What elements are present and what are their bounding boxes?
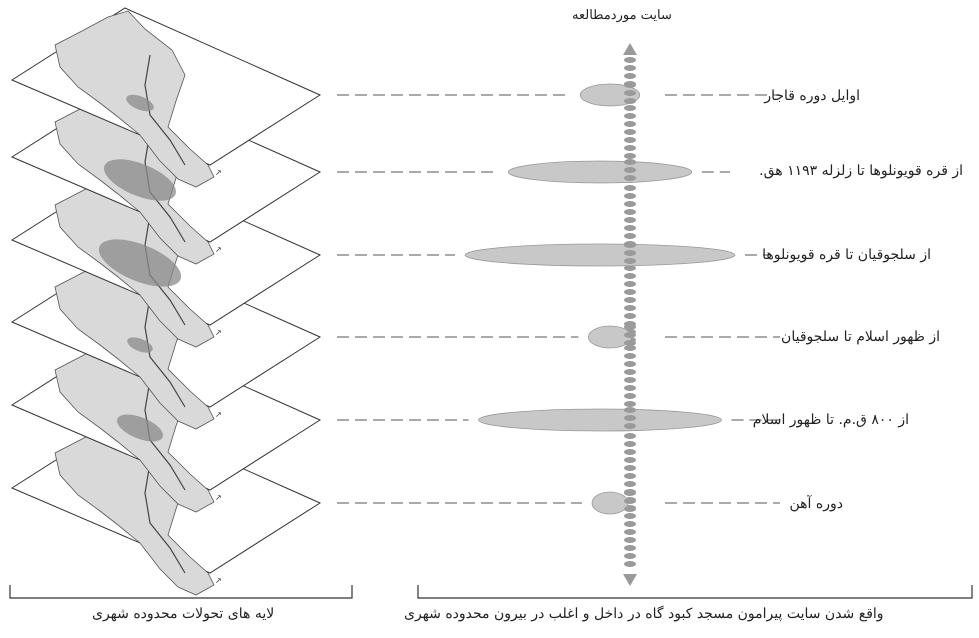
axis-dot bbox=[624, 465, 636, 471]
axis-dot-overlay bbox=[624, 423, 636, 429]
axis-dot-overlay bbox=[624, 324, 636, 330]
period-extent-ellipse-2 bbox=[465, 244, 735, 266]
axis-dot bbox=[624, 65, 636, 71]
period-extent-ellipse-4 bbox=[479, 409, 722, 431]
axis-dot bbox=[624, 457, 636, 463]
axis-dot bbox=[624, 129, 636, 135]
axis-dot bbox=[624, 305, 636, 311]
axis-dot bbox=[624, 537, 636, 543]
axis-dot bbox=[624, 545, 636, 551]
axis-dot bbox=[624, 137, 636, 143]
axis-dot-overlay bbox=[624, 242, 636, 248]
axis-dot-overlay bbox=[624, 258, 636, 264]
right-caption-bracket bbox=[418, 585, 972, 598]
axis-dot bbox=[624, 521, 636, 527]
axis-dot bbox=[624, 113, 636, 119]
axis-dot bbox=[624, 473, 636, 479]
axis-dot-overlay bbox=[624, 332, 636, 338]
axis-dot-overlay bbox=[624, 159, 636, 165]
axis-dot bbox=[624, 377, 636, 383]
axis-dot-overlay bbox=[624, 167, 636, 173]
axis-dot bbox=[624, 401, 636, 407]
axis-dot bbox=[624, 185, 636, 191]
period-label-4: از ۸۰۰ ق.م. تا ظهور اسلام bbox=[753, 412, 909, 428]
axis-arrow-down-icon bbox=[623, 574, 637, 586]
axis-dot-overlay bbox=[624, 490, 636, 496]
period-extent-ellipse-5 bbox=[592, 492, 628, 514]
axis-dot-overlay bbox=[624, 175, 636, 181]
axis-dot bbox=[624, 385, 636, 391]
period-label-1: از قره قویونلوها تا زلزله ۱۱۹۳ ه‍ق. bbox=[759, 163, 963, 179]
axis-dot bbox=[624, 73, 636, 79]
axis-dot bbox=[624, 513, 636, 519]
axis-dot bbox=[624, 57, 636, 63]
period-extent-ellipse-1 bbox=[508, 161, 692, 183]
axis-dot bbox=[624, 297, 636, 303]
north-arrow-icon-3: ↗ bbox=[215, 410, 222, 419]
axis-dot bbox=[624, 225, 636, 231]
axis-dot bbox=[624, 369, 636, 375]
axis-dot bbox=[624, 449, 636, 455]
axis-dot bbox=[624, 529, 636, 535]
axis-dot bbox=[624, 289, 636, 295]
north-arrow-icon-5: ↗ bbox=[215, 576, 222, 585]
axis-dot bbox=[624, 145, 636, 151]
north-arrow-icon-2: ↗ bbox=[215, 328, 222, 337]
north-arrow-icon-1: ↗ bbox=[215, 245, 222, 254]
left-caption: لایه های تحولات محدوده شهری bbox=[92, 606, 274, 622]
axis-dot bbox=[624, 193, 636, 199]
north-arrow-icon-4: ↗ bbox=[215, 493, 222, 502]
axis-dot bbox=[624, 281, 636, 287]
axis-dot bbox=[624, 233, 636, 239]
axis-dot-overlay bbox=[624, 407, 636, 413]
axis-dot bbox=[624, 201, 636, 207]
period-label-2: از سلجوقیان تا قره قویونلوها bbox=[762, 247, 931, 263]
axis-dot bbox=[624, 153, 636, 159]
axis-dot bbox=[624, 273, 636, 279]
axis-dot-overlay bbox=[624, 340, 636, 346]
axis-dot bbox=[624, 553, 636, 559]
axis-dot-overlay bbox=[624, 498, 636, 504]
axis-dot bbox=[624, 561, 636, 567]
period-label-5: دوره آهن bbox=[790, 496, 843, 512]
axis-dot bbox=[624, 361, 636, 367]
axis-dot-overlay bbox=[624, 98, 636, 104]
axis-dot bbox=[624, 393, 636, 399]
period-label-0: اوایل دوره قاجار bbox=[764, 88, 860, 104]
axis-dot-overlay bbox=[624, 250, 636, 256]
axis-dot bbox=[624, 441, 636, 447]
axis-dot bbox=[624, 481, 636, 487]
axis-dot bbox=[624, 353, 636, 359]
axis-dot-overlay bbox=[624, 415, 636, 421]
north-arrow-icon-0: ↗ bbox=[215, 168, 222, 177]
axis-dot bbox=[624, 105, 636, 111]
axis-arrow-up-icon bbox=[623, 43, 637, 55]
axis-dot-overlay bbox=[624, 82, 636, 88]
axis-dot bbox=[624, 121, 636, 127]
axis-dot bbox=[624, 217, 636, 223]
right-caption: واقع شدن سایت پیرامون مسجد کبود گاه در د… bbox=[404, 606, 884, 622]
axis-dot-overlay bbox=[624, 506, 636, 512]
axis-dot bbox=[624, 209, 636, 215]
site-axis-title: سایت موردمطالعه bbox=[572, 8, 672, 23]
axis-dot bbox=[624, 313, 636, 319]
period-label-3: از ظهور اسلام تا سلجوقیان bbox=[781, 329, 940, 345]
axis-dot-overlay bbox=[624, 90, 636, 96]
axis-dot bbox=[624, 433, 636, 439]
